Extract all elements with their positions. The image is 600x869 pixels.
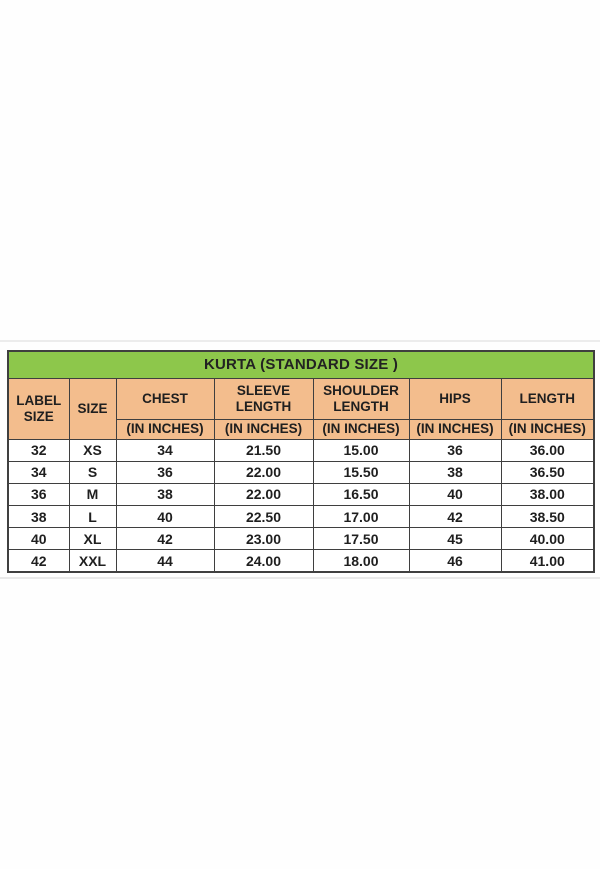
table-row: 42 XXL 44 24.00 18.00 46 41.00 bbox=[7, 549, 595, 573]
column-header-hips: HIPS bbox=[408, 377, 502, 420]
column-header-chest: CHEST bbox=[115, 377, 215, 420]
table-row: 34 S 36 22.00 15.50 38 36.50 bbox=[7, 460, 595, 484]
cell-chest: 36 bbox=[115, 460, 215, 484]
cell-size: S bbox=[68, 460, 117, 484]
column-subheader-shoulder-length: (IN INCHES) bbox=[312, 418, 410, 440]
cell-hips: 45 bbox=[408, 527, 502, 551]
cell-length: 36.50 bbox=[500, 460, 595, 484]
cell-sleeve-length: 22.50 bbox=[213, 504, 314, 529]
column-subheader-hips: (IN INCHES) bbox=[408, 418, 502, 440]
faint-divider-top bbox=[0, 340, 600, 342]
cell-chest: 44 bbox=[115, 549, 215, 573]
cell-length: 36.00 bbox=[500, 438, 595, 462]
cell-label-size: 42 bbox=[7, 549, 70, 573]
table-header-row: LABEL SIZE SIZE CHEST SLEEVE LENGTH SHOULDER… bbox=[7, 377, 595, 440]
cell-sleeve-length: 21.50 bbox=[213, 438, 314, 462]
cell-length: 38.00 bbox=[500, 482, 595, 506]
cell-size: M bbox=[68, 482, 117, 506]
column-subheader-sleeve-length: (IN INCHES) bbox=[213, 418, 314, 440]
cell-hips: 40 bbox=[408, 482, 502, 506]
cell-sleeve-length: 24.00 bbox=[213, 549, 314, 573]
cell-sleeve-length: 23.00 bbox=[213, 527, 314, 551]
cell-length: 38.50 bbox=[500, 504, 595, 529]
table-subheader-row: (IN INCHES) (IN INCHES) (IN INCHES) (IN INC… bbox=[8, 418, 595, 440]
cell-size: XL bbox=[68, 527, 117, 551]
column-subheader-chest: (IN INCHES) bbox=[115, 418, 215, 440]
cell-label-size: 40 bbox=[7, 527, 70, 551]
cell-size: XXL bbox=[68, 549, 117, 573]
column-subheader-length: (IN INCHES) bbox=[500, 418, 595, 440]
cell-hips: 42 bbox=[408, 504, 502, 529]
cell-shoulder-length: 17.00 bbox=[312, 504, 410, 529]
size-chart-table: KURTA (STANDARD SIZE ) LABEL SIZE SIZE CHE… bbox=[7, 350, 596, 573]
cell-label-size: 36 bbox=[7, 482, 70, 506]
table-row: 38 L 40 22.50 17.00 42 38.50 bbox=[7, 504, 595, 529]
table-row: 36 M 38 22.00 16.50 40 38.00 bbox=[7, 482, 595, 506]
cell-length: 41.00 bbox=[500, 549, 595, 573]
cell-size: L bbox=[68, 504, 117, 529]
cell-hips: 36 bbox=[408, 438, 502, 462]
table-title-row: KURTA (STANDARD SIZE ) bbox=[7, 350, 595, 379]
cell-shoulder-length: 15.50 bbox=[312, 460, 410, 484]
cell-chest: 40 bbox=[115, 504, 215, 529]
table-title: KURTA (STANDARD SIZE ) bbox=[7, 350, 595, 379]
cell-hips: 46 bbox=[408, 549, 502, 573]
cell-shoulder-length: 17.50 bbox=[312, 527, 410, 551]
column-header-label-size: LABEL SIZE bbox=[7, 377, 70, 440]
cell-shoulder-length: 15.00 bbox=[312, 438, 410, 462]
cell-sleeve-length: 22.00 bbox=[213, 482, 314, 506]
cell-chest: 42 bbox=[115, 527, 215, 551]
column-header-shoulder-length: SHOULDER LENGTH bbox=[312, 377, 410, 420]
cell-length: 40.00 bbox=[500, 527, 595, 551]
cell-chest: 34 bbox=[115, 438, 215, 462]
cell-sleeve-length: 22.00 bbox=[213, 460, 314, 484]
faint-divider-bottom bbox=[0, 577, 600, 579]
cell-size: XS bbox=[68, 438, 117, 462]
column-header-length: LENGTH bbox=[500, 377, 595, 420]
column-header-sleeve-length: SLEEVE LENGTH bbox=[213, 377, 314, 420]
cell-label-size: 38 bbox=[7, 504, 70, 529]
table-row: 40 XL 42 23.00 17.50 45 40.00 bbox=[7, 527, 595, 551]
cell-shoulder-length: 18.00 bbox=[312, 549, 410, 573]
cell-label-size: 32 bbox=[7, 438, 70, 462]
cell-hips: 38 bbox=[408, 460, 502, 484]
cell-chest: 38 bbox=[115, 482, 215, 506]
cell-shoulder-length: 16.50 bbox=[312, 482, 410, 506]
column-header-size: SIZE bbox=[68, 377, 117, 440]
table-row: 32 XS 34 21.50 15.00 36 36.00 bbox=[7, 438, 595, 462]
cell-label-size: 34 bbox=[7, 460, 70, 484]
